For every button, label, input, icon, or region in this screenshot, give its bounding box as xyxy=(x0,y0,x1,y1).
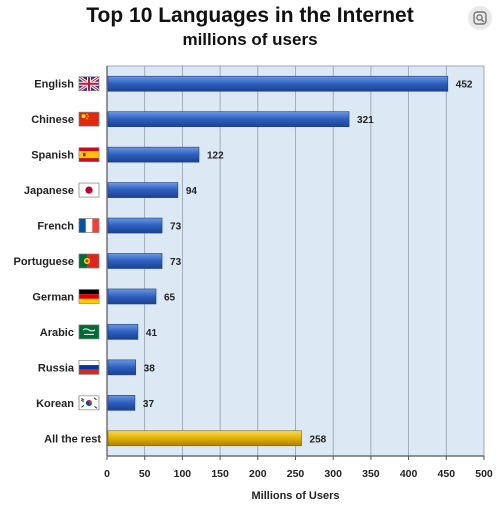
x-tick-label: 100 xyxy=(174,468,192,480)
category-label: Spanish xyxy=(31,150,74,162)
portugal-flag-icon xyxy=(78,253,100,269)
chart-title: Top 10 Languages in the Internet xyxy=(86,4,414,27)
x-tick-label: 150 xyxy=(211,468,229,480)
uk-flag-icon xyxy=(78,75,100,92)
data-label: 94 xyxy=(186,186,198,197)
bar-french xyxy=(107,217,163,234)
data-label: 41 xyxy=(146,328,158,339)
bar-chinese xyxy=(107,111,350,127)
x-tick-label: 50 xyxy=(139,468,151,480)
bar-japanese xyxy=(107,182,179,198)
category-label: French xyxy=(37,221,74,233)
bar-korean xyxy=(107,395,136,411)
x-tick-label: 300 xyxy=(324,468,342,480)
bar-spanish xyxy=(107,146,200,163)
x-tick-label: 0 xyxy=(104,468,110,480)
category-label: Japanese xyxy=(24,185,74,197)
korea-flag-icon xyxy=(78,395,100,411)
data-label: 122 xyxy=(207,151,224,162)
chart-subtitle: millions of users xyxy=(182,30,318,49)
category-label: Russia xyxy=(38,362,75,374)
category-label: Portuguese xyxy=(13,256,74,268)
saudi-flag-icon xyxy=(78,324,100,340)
bar-arabic xyxy=(107,324,139,340)
china-flag-icon xyxy=(78,111,100,127)
data-label: 65 xyxy=(164,292,176,303)
bar-all-the-rest xyxy=(107,430,302,447)
data-label: 321 xyxy=(357,115,374,126)
x-tick-label: 450 xyxy=(438,468,456,480)
data-label: 73 xyxy=(170,222,182,233)
germany-flag-icon xyxy=(78,289,100,304)
x-tick-label: 200 xyxy=(249,468,267,480)
bar-russia xyxy=(107,359,136,376)
data-label: 452 xyxy=(456,80,473,91)
category-label: Arabic xyxy=(40,327,74,339)
bar-portuguese xyxy=(107,253,163,269)
x-tick-label: 500 xyxy=(475,468,493,480)
data-label: 37 xyxy=(143,399,155,410)
russia-flag-icon xyxy=(78,360,100,375)
image-search-button[interactable] xyxy=(468,6,492,30)
bar-german xyxy=(107,288,157,305)
category-label: English xyxy=(34,79,74,91)
category-label: German xyxy=(32,291,74,303)
data-label: 73 xyxy=(170,257,182,268)
x-axis-label: Millions of Users xyxy=(251,490,340,502)
x-tick-label: 350 xyxy=(362,468,380,480)
data-label: 258 xyxy=(310,434,327,445)
category-label: Korean xyxy=(36,398,74,410)
search-icon xyxy=(473,11,487,25)
data-label: 38 xyxy=(144,363,156,374)
japan-flag-icon xyxy=(78,182,100,198)
spain-flag-icon xyxy=(78,147,100,162)
category-label: All the rest xyxy=(44,433,101,445)
france-flag-icon xyxy=(78,218,100,233)
x-tick-label: 400 xyxy=(400,468,418,480)
category-label: Chinese xyxy=(31,114,74,126)
x-tick-label: 250 xyxy=(287,468,305,480)
bar-english xyxy=(107,75,449,92)
